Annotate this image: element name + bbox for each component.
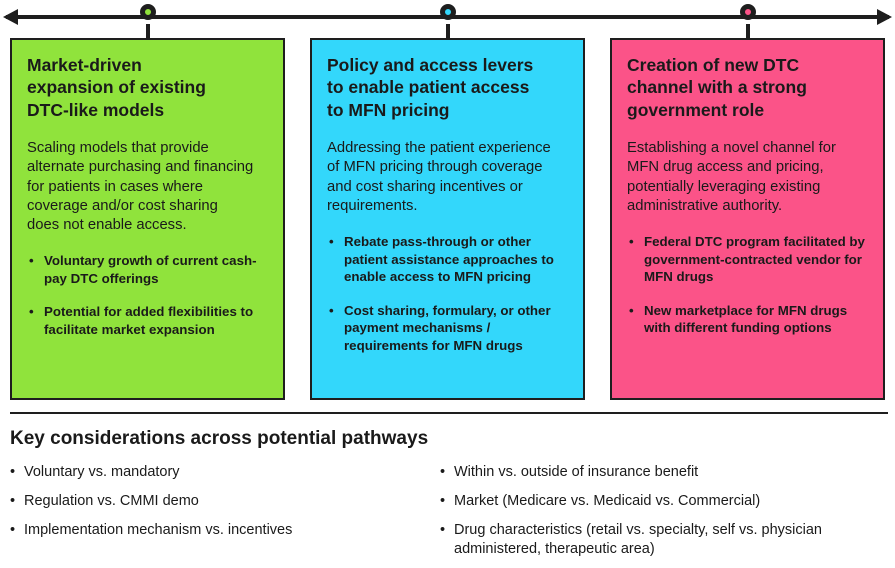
considerations-right-column: Within vs. outside of insurance benefit … <box>440 463 885 568</box>
considerations-heading: Key considerations across potential path… <box>10 428 429 449</box>
card-bullet-item: Potential for added flexibilities to fac… <box>27 303 268 338</box>
card-bullet-list: Rebate pass-through or other patient ass… <box>327 233 568 354</box>
card-title: Market-driven expansion of existing DTC-… <box>27 55 206 120</box>
card-bullet-list: Voluntary growth of current cash-pay DTC… <box>27 252 268 338</box>
card-bullet-item: Federal DTC program facilitated by gover… <box>627 233 868 286</box>
node-connector <box>445 24 450 39</box>
pathway-card-new-dtc-channel: Creation of new DTC channel with a stron… <box>610 38 885 400</box>
consideration-item: Within vs. outside of insurance benefit <box>440 463 885 482</box>
key-considerations-section: Key considerations across potential path… <box>10 428 885 568</box>
timeline-slot-3 <box>610 0 885 39</box>
consideration-item: Voluntary vs. mandatory <box>10 463 440 482</box>
card-title: Policy and access levers to enable patie… <box>327 55 534 120</box>
timeline-nodes <box>10 0 885 39</box>
pathways-timeline <box>0 0 895 39</box>
timeline-slot-2 <box>310 0 585 39</box>
node-connector <box>745 24 750 39</box>
pathway-card-policy-levers: Policy and access levers to enable patie… <box>310 38 585 400</box>
timeline-node-green <box>139 4 156 39</box>
timeline-node-pink <box>739 4 756 39</box>
arrow-right-icon <box>877 9 892 25</box>
consideration-item: Regulation vs. CMMI demo <box>10 492 440 511</box>
card-description: Scaling models that provide alternate pu… <box>27 140 254 234</box>
considerations-left-column: Voluntary vs. mandatory Regulation vs. C… <box>10 463 440 568</box>
consideration-item: Market (Medicare vs. Medicaid vs. Commer… <box>440 492 885 511</box>
card-bullet-list: Federal DTC program facilitated by gover… <box>627 233 868 337</box>
consideration-item: Implementation mechanism vs. incentives <box>10 521 440 540</box>
card-title: Creation of new DTC channel with a stron… <box>627 55 807 120</box>
card-bullet-item: New marketplace for MFN drugs with diffe… <box>627 302 868 337</box>
pathway-cards: Market-driven expansion of existing DTC-… <box>10 38 885 400</box>
node-connector <box>145 24 150 39</box>
card-description: Addressing the patient experience of MFN… <box>327 140 551 214</box>
consideration-item: Drug characteristics (retail vs. special… <box>440 521 885 559</box>
card-bullet-item: Rebate pass-through or other patient ass… <box>327 233 568 286</box>
card-description: Establishing a novel channel for MFN dru… <box>627 140 836 214</box>
arrow-left-icon <box>3 9 18 25</box>
card-bullet-item: Voluntary growth of current cash-pay DTC… <box>27 252 268 287</box>
timeline-node-cyan <box>439 4 456 39</box>
considerations-columns: Voluntary vs. mandatory Regulation vs. C… <box>10 463 885 568</box>
pathway-card-market-driven: Market-driven expansion of existing DTC-… <box>10 38 285 400</box>
timeline-slot-1 <box>10 0 285 39</box>
card-bullet-item: Cost sharing, formulary, or other paymen… <box>327 302 568 355</box>
section-divider <box>10 412 888 414</box>
